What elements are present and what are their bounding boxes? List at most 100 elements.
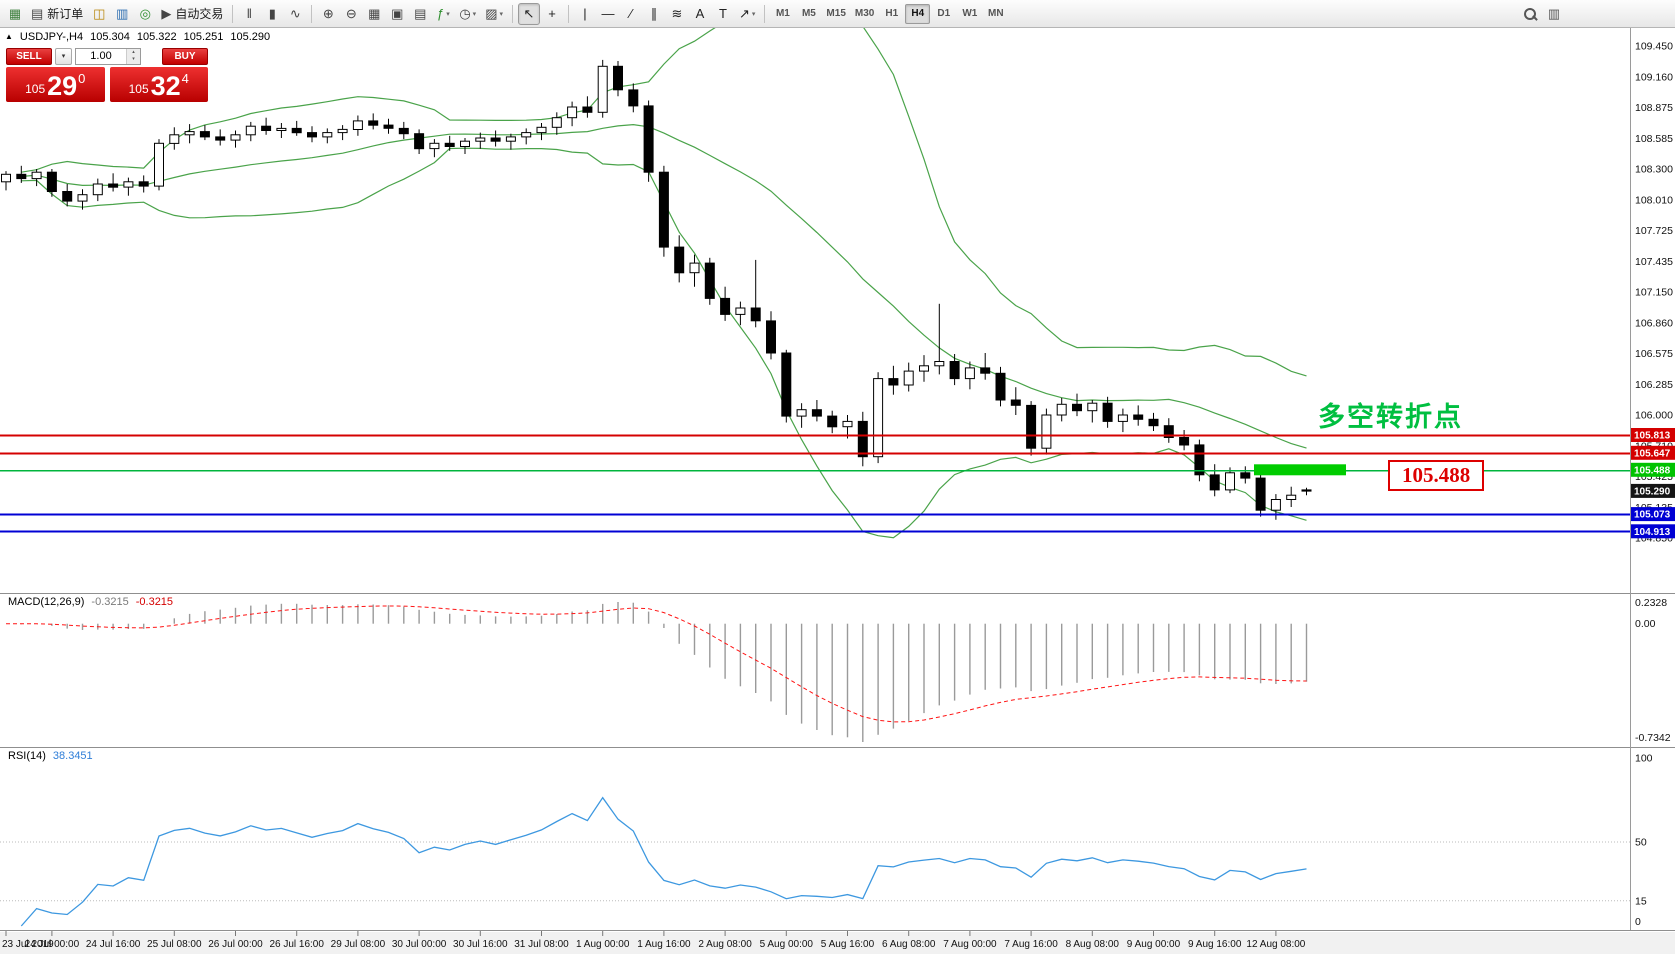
data-window-icon[interactable]: ▥ [111, 3, 133, 25]
svg-text:5 Aug 16:00: 5 Aug 16:00 [821, 939, 875, 950]
magnifier-glyph [1522, 6, 1538, 22]
svg-text:9 Aug 00:00: 9 Aug 00:00 [1127, 939, 1181, 950]
ohlc-low-value: 105.251 [183, 31, 224, 43]
macd-plot[interactable] [5, 602, 1308, 742]
auto-trading-button[interactable]: ▶ 自动交易 [157, 3, 227, 25]
svg-text:0.00: 0.00 [1635, 618, 1656, 630]
price-axis[interactable]: 109.450 109.160 108.875 108.585 108.300 108.0… [1631, 41, 1675, 929]
timeframe-mn[interactable]: MN [983, 4, 1008, 24]
cascade-windows-icon[interactable]: ▣ [386, 3, 408, 25]
turning-point-annotation[interactable]: 多空转折点 [1318, 402, 1463, 433]
svg-text:108.010: 108.010 [1635, 195, 1673, 207]
channel-icon[interactable]: ∥ [643, 3, 665, 25]
timeframe-m1[interactable]: M1 [770, 4, 795, 24]
chart-window-icon: ▦ [8, 5, 22, 21]
horizontal-level-lines[interactable] [0, 434, 1630, 533]
indicators-icon: ƒ [436, 6, 445, 21]
svg-text:105.488: 105.488 [1634, 465, 1671, 476]
new-order-button-label: 新订单 [47, 7, 84, 21]
vertical-line-icon[interactable]: | [574, 3, 596, 25]
toolbar: ▦ ▤ 新订单 ◫ ▥ ◎ ▶ 自动交易 ‖ ▮ ∿ ⊕ ⊖ ▦ ▣ ▤ ƒ ▾ ◷ ▾ ▨ ▾ ↖ + | — ∕ ∥ ≋ A T ↗ ▾ M1… [0, 0, 1675, 28]
new-order-button[interactable]: ▤ 新订单 [27, 3, 87, 25]
toolbar-separator [232, 4, 234, 23]
timeframe-m30[interactable]: M30 [851, 4, 878, 24]
zoom-in-icon[interactable]: ⊕ [317, 3, 339, 25]
buy-price-display[interactable]: 105 32 4 [109, 67, 208, 102]
navigator-icon[interactable]: ◎ [134, 3, 156, 25]
label-icon[interactable]: T [712, 3, 734, 25]
chart-window-icon[interactable]: ▦ [4, 3, 26, 25]
main-price-plot[interactable] [0, 0, 1630, 539]
sell-button[interactable]: SELL [6, 47, 52, 65]
text-icon[interactable]: A [689, 3, 711, 25]
symbol-period-label: USDJPY-,H4 [19, 31, 84, 43]
arrange-windows-icon[interactable]: ▤ [409, 3, 431, 25]
ohlc-bars-icon: ‖ [246, 6, 253, 21]
rsi-plot[interactable] [0, 796, 1630, 927]
trendline-icon[interactable]: ∕ [620, 3, 642, 25]
buy-price-prefix: 105 [128, 82, 149, 96]
crosshair-icon[interactable]: + [541, 3, 563, 25]
community-icon[interactable]: ▥ [1543, 3, 1565, 25]
shapes-icon[interactable]: ↗ ▾ [735, 3, 759, 25]
toolbar-separator [764, 4, 766, 23]
line-chart-icon[interactable]: ∿ [284, 3, 306, 25]
templates-icon[interactable]: ▨ ▾ [481, 3, 507, 25]
svg-text:105.073: 105.073 [1634, 510, 1671, 521]
svg-text:24 Jul 00:00: 24 Jul 00:00 [25, 939, 80, 950]
timeframe-m15[interactable]: M15 [822, 4, 849, 24]
horizontal-line-icon[interactable]: — [597, 3, 619, 25]
svg-text:30 Jul 16:00: 30 Jul 16:00 [453, 939, 508, 950]
market-watch-icon: ◫ [93, 5, 106, 21]
volume-increase-button[interactable]: ▴ [127, 48, 140, 56]
sell-price-display[interactable]: 105 29 0 [6, 67, 105, 102]
svg-text:31 Jul 08:00: 31 Jul 08:00 [514, 939, 569, 950]
buy-price-pips: 32 [150, 71, 181, 101]
buy-button[interactable]: BUY [162, 47, 208, 65]
zoom-out-icon[interactable]: ⊖ [340, 3, 362, 25]
price-callout-label[interactable]: 105.488 [1388, 460, 1485, 491]
community-icon: ▥ [1547, 5, 1561, 21]
rsi-title: RSI(14) [8, 750, 46, 762]
new-order-icon: ▤ [31, 5, 44, 21]
timeframe-w1[interactable]: W1 [957, 4, 982, 24]
volume-stepper: ▴ ▾ [75, 47, 141, 65]
macd-main-value: -0.3215 [91, 596, 129, 608]
rsi-value: 38.3451 [52, 750, 93, 762]
order-type-dropdown[interactable]: ▾ [55, 47, 72, 65]
svg-text:100: 100 [1635, 753, 1653, 765]
trade-panel-controls: SELL ▾ ▴ ▾ BUY [6, 47, 208, 65]
time-axis-strip[interactable] [0, 931, 1675, 954]
candlestick-chart-icon[interactable]: ▮ [261, 3, 283, 25]
volume-decrease-button[interactable]: ▾ [127, 56, 140, 64]
volume-input[interactable] [76, 48, 126, 64]
svg-text:107.435: 107.435 [1635, 256, 1673, 268]
svg-text:108.300: 108.300 [1635, 164, 1673, 176]
svg-text:5 Aug 00:00: 5 Aug 00:00 [760, 939, 814, 950]
fibonacci-icon[interactable]: ≋ [666, 3, 688, 25]
ohlc-bars-icon[interactable]: ‖ [238, 3, 260, 25]
timeframe-m5[interactable]: M5 [796, 4, 821, 24]
market-watch-icon[interactable]: ◫ [88, 3, 110, 25]
sell-price-prefix: 105 [25, 82, 46, 96]
tile-windows-icon[interactable]: ▦ [363, 3, 385, 25]
periods-icon[interactable]: ◷ ▾ [455, 3, 480, 25]
timeframe-h4[interactable]: H4 [905, 3, 931, 24]
indicators-icon[interactable]: ƒ ▾ [432, 3, 454, 25]
svg-text:7 Aug 00:00: 7 Aug 00:00 [943, 939, 997, 950]
svg-text:6 Aug 08:00: 6 Aug 08:00 [882, 939, 936, 950]
search-icon[interactable] [1518, 3, 1542, 25]
cursor-icon[interactable]: ↖ [518, 2, 540, 25]
timeframe-d1[interactable]: D1 [931, 4, 956, 24]
chevron-down-icon: ▾ [446, 10, 450, 18]
svg-text:106.575: 106.575 [1635, 348, 1673, 360]
rsi-header: RSI(14) 38.3451 [8, 750, 93, 762]
sell-price-pips: 29 [47, 71, 78, 101]
svg-text:15: 15 [1635, 895, 1647, 907]
timeframe-h1[interactable]: H1 [879, 4, 904, 24]
collapse-trade-panel-icon[interactable]: ▲ [5, 32, 13, 41]
highlight-rectangle[interactable] [1254, 464, 1346, 476]
toolbar-separator [568, 4, 569, 23]
